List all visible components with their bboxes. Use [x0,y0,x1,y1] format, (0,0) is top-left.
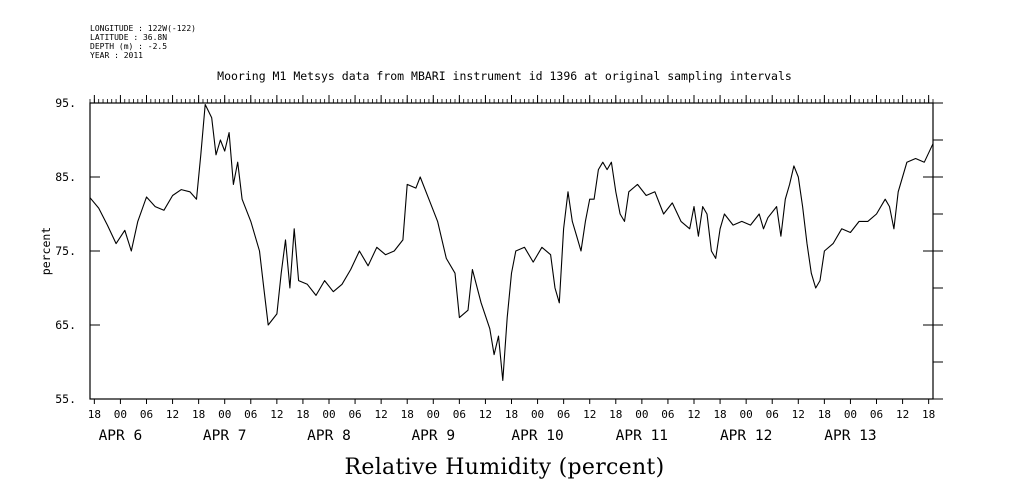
x-tick-label: 00 [114,408,127,421]
x-tick-label: 18 [818,408,831,421]
x-tick-label: 18 [609,408,622,421]
chart-title: Mooring M1 Metsys data from MBARI instru… [217,69,792,83]
x-tick-label: 00 [531,408,544,421]
x-day-label: APR 6 [99,428,143,444]
x-day-label: APR 7 [203,428,247,444]
x-tick-label: 06 [348,408,361,421]
x-tick-label: 06 [453,408,466,421]
x-tick-label: 12 [583,408,596,421]
humidity-series-line [89,103,934,382]
x-tick-label: 18 [296,408,309,421]
y-axis-label: percent [39,227,53,275]
x-tick-label: 00 [635,408,648,421]
x-tick-label: 12 [687,408,700,421]
y-tick-label: 95. [55,96,76,110]
x-tick-label: 18 [88,408,101,421]
latitude-label: LATITUDE : 36.8N [90,33,168,42]
x-tick-label: 06 [244,408,257,421]
y-tick-label: 75. [55,244,76,258]
x-axis-title: Relative Humidity (percent) [344,455,665,480]
year-label: YEAR : 2011 [90,51,143,60]
x-tick-label: 00 [427,408,440,421]
x-tick-label: 18 [505,408,518,421]
x-tick-label: 18 [401,408,414,421]
x-tick-label: 00 [218,408,231,421]
x-tick-label: 12 [375,408,388,421]
x-tick-label: 06 [661,408,674,421]
x-day-label: APR 10 [511,428,563,444]
x-day-label: APR 8 [307,428,351,444]
x-tick-label: 00 [322,408,335,421]
x-tick-label: 12 [479,408,492,421]
plot-frame [89,102,934,400]
x-tick-label: 06 [557,408,570,421]
x-day-label: APR 11 [616,428,668,444]
y-tick-label: 55. [55,392,76,406]
x-tick-label: 12 [270,408,283,421]
x-day-label: APR 12 [720,428,772,444]
x-day-label: APR 9 [411,428,455,444]
x-tick-label: 12 [792,408,805,421]
x-tick-label: 12 [166,408,179,421]
longitude-label: LONGITUDE : 122W(-122) [90,24,196,33]
x-tick-label: 18 [922,408,935,421]
x-tick-label: 06 [870,408,883,421]
depth-label: DEPTH (m) : -2.5 [90,42,168,51]
y-tick-label: 65. [55,318,76,332]
x-tick-label: 00 [844,408,857,421]
x-day-label: APR 13 [824,428,876,444]
x-tick-label: 18 [713,408,726,421]
x-tick-label: 06 [140,408,153,421]
x-tick-label: 06 [766,408,779,421]
x-tick-label: 12 [896,408,909,421]
x-tick-label: 00 [740,408,753,421]
y-tick-label: 85. [55,170,76,184]
x-tick-label: 18 [192,408,205,421]
